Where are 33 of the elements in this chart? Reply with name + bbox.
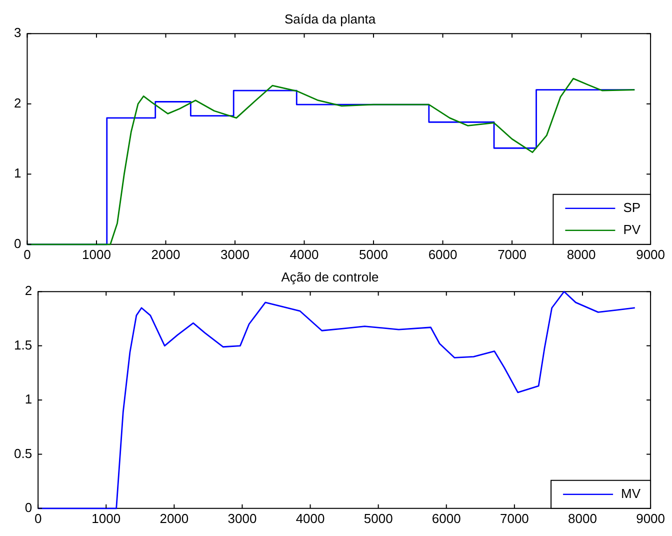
x-tick-label: 2000 xyxy=(151,246,180,262)
y-tick-label: 0 xyxy=(24,500,32,515)
x-tick-label: 8000 xyxy=(568,510,597,526)
chart-title: Ação de controle xyxy=(281,269,379,284)
legend-label: SP xyxy=(623,200,641,215)
x-tick-label: 9000 xyxy=(636,246,665,262)
x-tick-label: 8000 xyxy=(566,246,596,262)
y-tick-label: 2 xyxy=(24,283,32,298)
y-tick-label: 2 xyxy=(14,95,22,110)
x-tick-label: 3000 xyxy=(220,246,250,262)
x-tick-label: 5000 xyxy=(359,246,388,262)
y-tick-label: 3 xyxy=(14,25,22,40)
x-tick-label: 9000 xyxy=(636,510,665,526)
legend-label: MV xyxy=(621,486,641,501)
x-tick-label: 1000 xyxy=(82,246,111,262)
y-tick-label: 0.5 xyxy=(14,446,32,461)
legend-label: PV xyxy=(623,222,641,237)
y-tick-label: 1.5 xyxy=(14,337,32,352)
x-tick-label: 6000 xyxy=(428,246,458,262)
y-tick-label: 0 xyxy=(14,236,22,251)
x-tick-label: 1000 xyxy=(92,510,121,526)
y-tick-label: 1 xyxy=(14,166,22,181)
chart-title: Saída da planta xyxy=(284,11,376,26)
x-tick-label: 4000 xyxy=(296,510,325,526)
y-tick-label: 1 xyxy=(24,392,32,407)
x-tick-label: 5000 xyxy=(364,510,393,526)
x-tick-label: 4000 xyxy=(290,246,319,262)
x-tick-label: 7000 xyxy=(498,246,526,262)
x-tick-label: 3000 xyxy=(228,510,257,526)
x-tick-label: 2000 xyxy=(160,510,189,526)
x-tick-label: 6000 xyxy=(432,510,461,526)
x-tick-label: 0 xyxy=(34,510,42,526)
x-tick-label: 7000 xyxy=(500,510,529,526)
